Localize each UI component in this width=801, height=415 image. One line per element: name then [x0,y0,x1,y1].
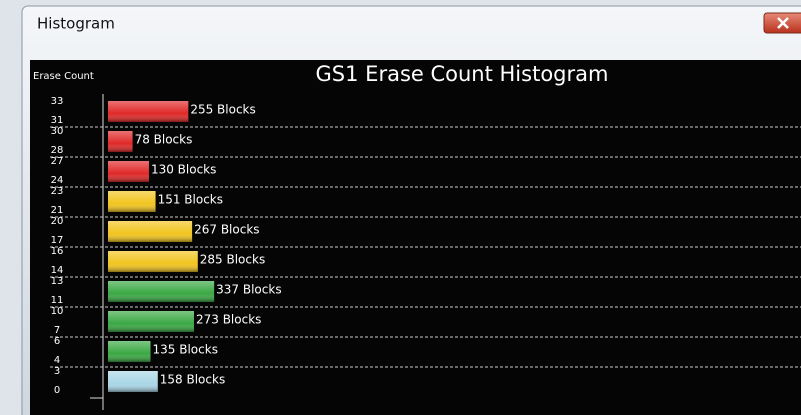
bar-shade [108,341,151,362]
bar-shade [108,311,194,332]
y-tick-label: 6 [54,336,60,347]
bar-shade [108,191,156,212]
y-tick-label: 0 [54,385,60,396]
y-tick-label: 23 [51,186,64,197]
y-tick-label: 11 [51,295,64,306]
y-tick-label: 27 [51,156,64,167]
bar-shade [108,371,158,392]
y-tick-label: 3 [54,366,60,377]
bar-shade [108,101,189,122]
value-label: 135 Blocks [153,343,218,357]
bar-shade [108,281,215,302]
value-label: 255 Blocks [190,103,255,117]
y-tick-label: 17 [51,235,64,246]
bar-shade [108,131,133,152]
y-tick-label: 20 [51,216,64,227]
window-title: Histogram [37,15,115,33]
value-label: 130 Blocks [151,163,216,177]
y-tick-label: 21 [51,205,64,216]
y-tick-label: 28 [51,145,64,156]
y-tick-label: 24 [51,175,64,186]
bar-shade [108,221,193,242]
value-label: 158 Blocks [160,373,225,387]
axis-title: Erase Count [33,71,94,82]
close-icon [777,17,789,29]
y-tick-label: 7 [54,325,60,336]
value-label: 273 Blocks [196,313,261,327]
y-tick-label: 33 [51,96,64,107]
y-tick-label: 13 [51,276,64,287]
y-tick-label: 10 [51,306,64,317]
bar-shade [108,251,198,272]
y-tick-label: 16 [51,246,64,257]
value-label: 78 Blocks [135,133,193,147]
y-tick-label: 30 [51,126,64,137]
value-label: 151 Blocks [158,193,223,207]
value-label: 267 Blocks [194,223,259,237]
bar-shade [108,161,149,182]
y-tick-label: 14 [51,265,64,276]
value-label: 337 Blocks [216,283,281,297]
y-tick-label: 31 [51,115,64,126]
chart-title: GS1 Erase Count Histogram [316,62,609,86]
value-label: 285 Blocks [200,253,265,267]
y-tick-label: 4 [54,355,60,366]
